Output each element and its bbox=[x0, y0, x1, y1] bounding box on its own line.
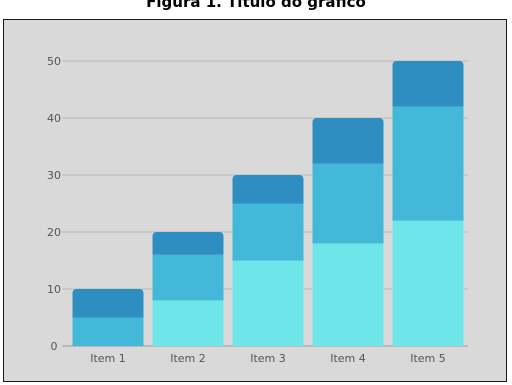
y-tick-label: 30 bbox=[47, 169, 61, 182]
x-tick-label: Item 2 bbox=[170, 352, 206, 365]
y-tick-label: 20 bbox=[47, 226, 61, 239]
bar-group-3 bbox=[232, 175, 304, 346]
bar-segment-series-1 bbox=[232, 260, 304, 346]
bar-segment-series-3 bbox=[72, 289, 144, 318]
y-tick-label: 10 bbox=[47, 283, 61, 296]
bar-segment-series-1 bbox=[392, 220, 464, 346]
bar-segment-series-3 bbox=[152, 232, 224, 255]
bar-group-4 bbox=[312, 118, 384, 346]
bar-segment-series-3 bbox=[392, 61, 464, 107]
x-tick-label: Item 3 bbox=[250, 352, 286, 365]
bar-segment-series-2 bbox=[392, 106, 464, 221]
bar-segment-series-2 bbox=[232, 203, 304, 261]
bar-segment-series-1 bbox=[152, 300, 224, 346]
bar-group-2 bbox=[152, 232, 224, 346]
y-tick-label: 0 bbox=[51, 340, 58, 353]
bar-segment-series-3 bbox=[312, 118, 384, 164]
bars bbox=[72, 61, 464, 346]
bar-segment-series-1 bbox=[312, 243, 384, 346]
bar-segment-series-2 bbox=[152, 254, 224, 301]
bar-group-1 bbox=[72, 289, 144, 346]
x-axis: Item 1 Item 2 Item 3 Item 4 Item 5 bbox=[90, 352, 446, 365]
x-tick-label: Item 4 bbox=[330, 352, 366, 365]
x-tick-label: Item 5 bbox=[410, 352, 446, 365]
x-tick-label: Item 1 bbox=[90, 352, 126, 365]
bar-segment-series-3 bbox=[232, 175, 304, 204]
bar-group-5 bbox=[392, 61, 464, 346]
bar-segment-series-2 bbox=[312, 163, 384, 244]
bar-segment-series-2 bbox=[72, 317, 144, 346]
y-tick-label: 50 bbox=[47, 55, 61, 68]
chart-title: Figura 1. Titulo do grafico bbox=[146, 0, 366, 11]
y-axis: 0 10 20 30 40 50 bbox=[47, 55, 61, 353]
y-tick-label: 40 bbox=[47, 112, 61, 125]
